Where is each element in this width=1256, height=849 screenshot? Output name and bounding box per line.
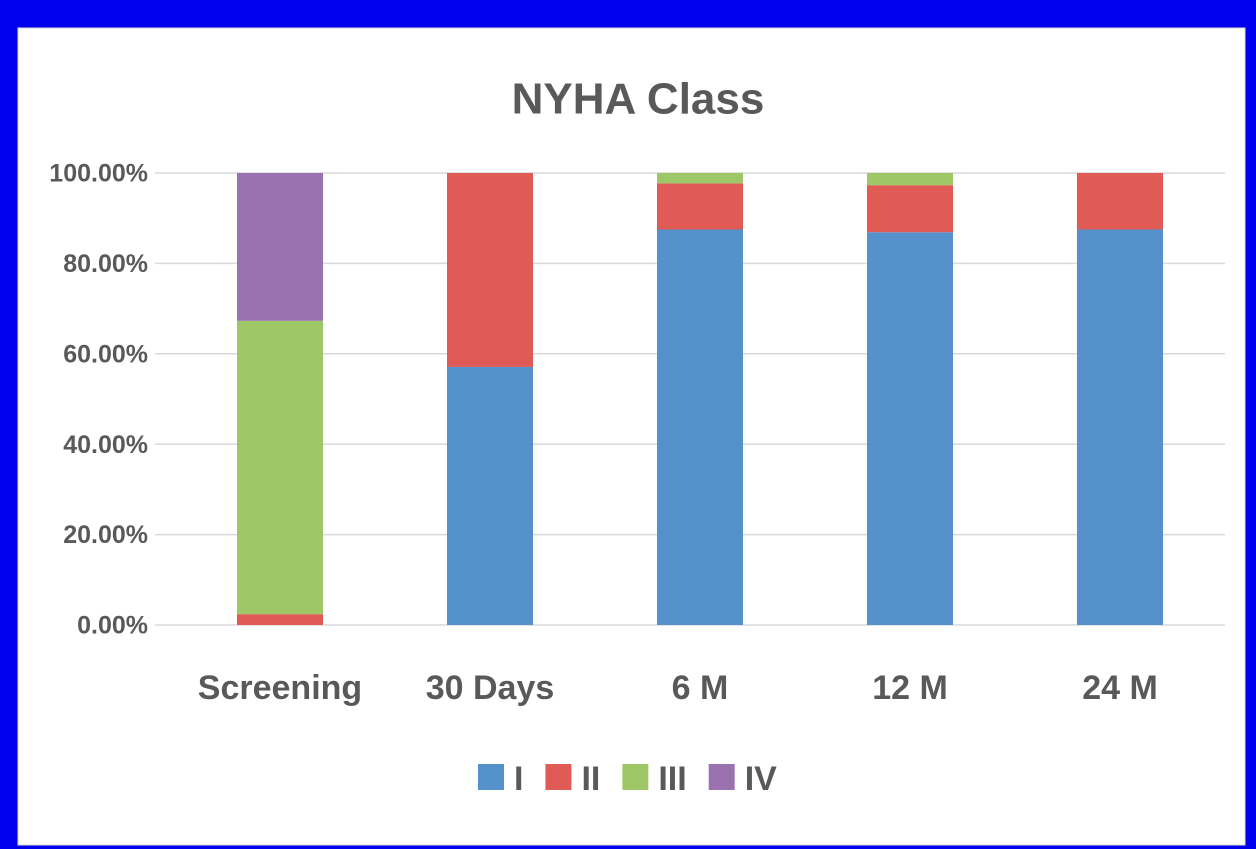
x-tick-label: 24 M [1082, 669, 1158, 707]
y-tick-label: 40.00% [63, 431, 148, 459]
x-tick-label: 30 Days [426, 669, 555, 707]
bar-segment [1077, 229, 1163, 625]
bar-segment [657, 183, 743, 230]
chart-area [17, 27, 1246, 846]
x-tick-label: 6 M [672, 669, 729, 707]
bar-segment [447, 366, 533, 625]
y-tick-label: 0.00% [77, 612, 148, 640]
chart-title: NYHA Class [512, 75, 765, 124]
y-tick-label: 20.00% [63, 521, 148, 549]
x-tick-label: Screening [198, 669, 362, 707]
bar-segment [447, 173, 533, 367]
legend-swatch [545, 764, 572, 790]
legend-label: I [514, 760, 523, 798]
legend-swatch [622, 764, 649, 790]
y-tick-label: 60.00% [63, 340, 148, 368]
legend-label: II [581, 760, 600, 798]
bar-segment [237, 173, 323, 321]
legend-label: III [658, 760, 686, 798]
bar-segment [657, 229, 743, 625]
legend-swatch [708, 764, 735, 790]
legend-swatch [478, 764, 504, 790]
y-tick-label: 100.00% [49, 160, 148, 188]
bar-segment [237, 614, 323, 625]
bar-segment [237, 320, 323, 615]
bar-segment [867, 185, 953, 233]
bar-segment [657, 173, 743, 184]
bar-segment [867, 173, 953, 186]
legend-label: IV [745, 760, 777, 798]
y-tick-label: 80.00% [63, 250, 148, 278]
x-tick-label: 12 M [872, 669, 948, 707]
bar-segment [1077, 173, 1163, 230]
bar-segment [867, 232, 953, 625]
